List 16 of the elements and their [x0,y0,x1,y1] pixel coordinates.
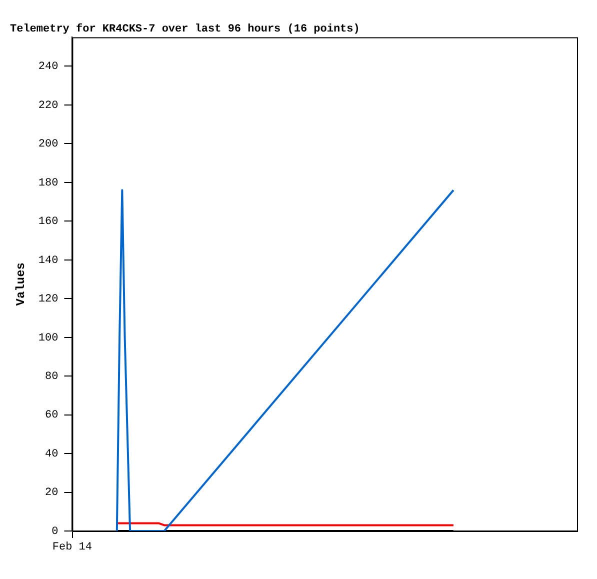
y-tick-label: 160 [38,216,58,228]
y-tick-label: 120 [38,294,58,306]
text: Feb 14 [52,541,92,554]
y-tick-label: 140 [38,254,58,267]
y-tick-label: 20 [45,487,58,500]
y-tick-label: 220 [38,100,58,112]
y-tick-label: 240 [38,61,58,74]
y-tick-label: 0 [52,526,58,538]
chart-title: Telemetry for KR4CKS-7 over last 96 hours (16 points) [10,22,360,36]
y-tick-label: 180 [38,177,58,190]
y-tick-label: 40 [45,448,58,460]
y-axis-title: Values [14,262,28,306]
y-tick-label: 80 [45,370,58,383]
y-tick-label: 200 [38,138,58,151]
y-tick-label: 60 [45,410,58,422]
y-tick-label: 100 [38,332,58,344]
